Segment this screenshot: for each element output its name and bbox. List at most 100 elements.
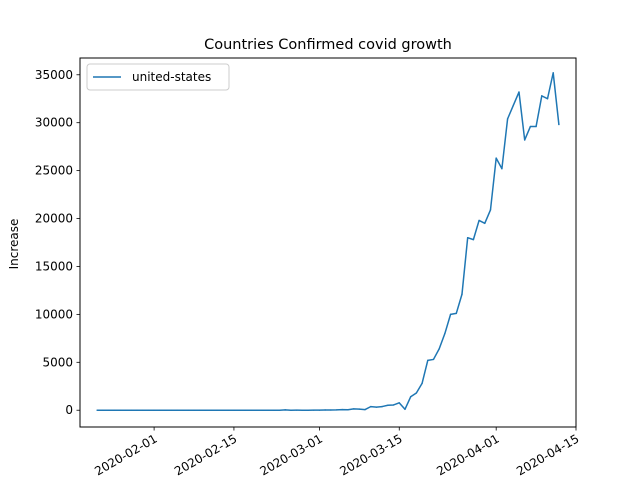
data-point xyxy=(181,409,184,411)
data-point xyxy=(375,406,378,408)
data-point xyxy=(261,409,264,411)
data-point xyxy=(102,409,104,411)
data-point xyxy=(273,409,275,411)
plot-frame xyxy=(79,57,577,428)
y-axis-ticks: 0 5000 10000 15000 20000 25000 30000 35000 xyxy=(35,68,80,417)
data-point xyxy=(387,404,389,406)
data-point xyxy=(142,409,144,411)
data-point xyxy=(170,409,172,411)
data-point xyxy=(107,409,110,411)
data-point xyxy=(199,409,201,411)
data-point xyxy=(558,123,560,126)
data-point xyxy=(136,409,138,411)
data-point xyxy=(541,95,543,97)
data-point xyxy=(535,125,537,128)
data-point xyxy=(256,409,258,411)
series-line-united-states xyxy=(97,72,560,411)
y-tick-label: 5000 xyxy=(42,355,73,369)
plot-area xyxy=(96,72,560,411)
data-point xyxy=(347,409,349,411)
data-point xyxy=(227,409,229,411)
data-point xyxy=(187,409,190,411)
data-point xyxy=(307,409,309,411)
chart-title: Countries Confirmed covid growth xyxy=(204,37,452,53)
data-point xyxy=(409,396,412,398)
data-point xyxy=(204,409,207,411)
data-point xyxy=(358,408,361,410)
data-point xyxy=(501,168,503,170)
data-point xyxy=(210,409,212,411)
y-axis-label: Increase xyxy=(7,219,21,270)
data-point xyxy=(438,348,440,350)
data-point xyxy=(478,219,480,222)
data-point xyxy=(313,409,315,411)
data-point xyxy=(153,409,155,411)
data-point xyxy=(455,312,457,315)
data-point xyxy=(250,409,252,411)
data-point xyxy=(449,313,452,316)
data-point xyxy=(290,409,292,411)
data-point xyxy=(233,409,235,411)
data-point xyxy=(295,409,298,411)
y-tick-label: 35000 xyxy=(35,68,73,82)
legend-label: united-states xyxy=(132,70,211,84)
data-point xyxy=(364,408,366,411)
legend-box xyxy=(86,63,230,91)
data-point xyxy=(432,358,435,361)
y-tick-label: 25000 xyxy=(35,164,73,178)
data-point xyxy=(415,392,418,394)
data-point xyxy=(404,408,406,410)
data-point xyxy=(216,409,218,411)
data-point xyxy=(238,409,241,411)
data-point xyxy=(427,359,429,362)
data-point xyxy=(301,409,304,411)
data-point xyxy=(176,409,178,411)
data-point xyxy=(341,408,343,411)
data-point xyxy=(324,409,326,411)
data-point xyxy=(495,157,497,159)
data-point xyxy=(267,409,269,411)
data-point xyxy=(221,409,224,411)
data-point xyxy=(370,405,372,408)
data-point xyxy=(523,139,526,141)
data-point xyxy=(506,118,509,120)
data-point xyxy=(159,409,161,411)
data-point xyxy=(147,409,150,411)
data-point xyxy=(193,409,195,411)
data-point xyxy=(398,402,400,404)
data-point xyxy=(318,409,321,411)
data-point xyxy=(164,409,167,411)
y-tick-label: 10000 xyxy=(35,307,73,321)
data-point xyxy=(284,409,286,411)
data-point xyxy=(489,209,492,211)
data-point xyxy=(330,409,332,411)
y-tick-label: 30000 xyxy=(35,116,73,130)
data-point xyxy=(119,409,121,411)
y-tick-label: 15000 xyxy=(35,259,73,273)
data-point xyxy=(461,293,463,295)
data-point xyxy=(113,409,115,411)
data-point xyxy=(124,409,127,411)
data-point xyxy=(278,409,281,411)
data-point xyxy=(472,238,475,241)
data-point xyxy=(546,98,549,100)
y-tick-label: 20000 xyxy=(35,212,73,226)
data-point xyxy=(484,222,486,225)
data-point xyxy=(552,72,554,74)
data-point xyxy=(518,91,520,93)
data-point xyxy=(512,104,514,107)
data-point xyxy=(381,405,383,408)
data-point xyxy=(392,404,395,406)
data-point xyxy=(96,409,98,411)
data-point xyxy=(335,409,338,411)
data-point xyxy=(244,409,247,411)
data-point xyxy=(529,125,532,128)
data-point xyxy=(130,409,133,411)
data-point xyxy=(352,408,355,410)
data-point xyxy=(421,382,423,385)
y-tick-label: 0 xyxy=(65,403,73,417)
legend: united-states xyxy=(86,63,230,91)
data-point xyxy=(466,237,469,239)
